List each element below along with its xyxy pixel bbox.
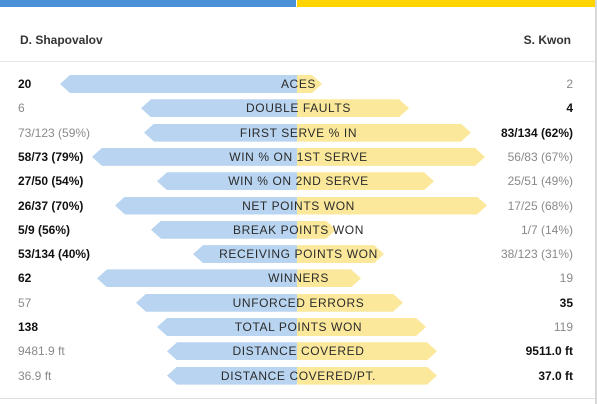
player2-stat-value: 4 (566, 101, 573, 116)
player2-stat-bar (297, 245, 384, 263)
player1-stat-value: 36.9 ft (18, 368, 52, 383)
player1-stat-value: 9481.9 ft (18, 344, 65, 359)
stat-label: UNFORCED ERRORS (232, 295, 365, 310)
header-divider (0, 61, 597, 62)
player1-color-bar (0, 0, 296, 7)
player2-stat-bar (297, 172, 434, 190)
player2-stat-value: 19 (559, 271, 573, 286)
player2-stat-value: 83/134 (62%) (500, 125, 573, 140)
player2-stat-bar (297, 148, 485, 166)
stat-row: RECEIVING POINTS WON 53/134 (40%) 38/123 (… (0, 242, 597, 266)
stat-label: WINNERS (268, 271, 329, 286)
player1-stat-value: 6 (18, 101, 25, 116)
player1-stat-value: 57 (18, 295, 32, 310)
player2-stat-value: 35 (559, 295, 573, 310)
player2-color-bar (297, 0, 597, 7)
player1-stat-bar (167, 342, 297, 361)
stat-label: FIRST SERVE % IN (239, 125, 358, 140)
player2-stat-bar (297, 124, 471, 142)
stat-row: WINNERS 62 19 (0, 266, 597, 290)
player1-stat-bar (92, 147, 297, 166)
stat-label: TOTAL POINTS WON (234, 320, 363, 334)
stat-label: WIN % ON 1ST SERVE (229, 149, 368, 164)
player1-stat-value: 73/123 (59%) (18, 125, 91, 140)
player1-stat-bar (193, 245, 297, 264)
stat-row: DISTANCE COVERED 9481.9 ft 9511.0 ft (0, 339, 597, 363)
stat-row: WIN % ON 1ST SERVE 58/73 (79%) 56/83 (67%) (0, 145, 597, 169)
player1-stat-bar (97, 269, 297, 288)
scrollbar-edge (595, 0, 597, 404)
bottom-divider (0, 398, 597, 399)
stat-row: BREAK POINTS WON 5/9 (56%) 1/7 (14%) (0, 218, 597, 242)
player1-stat-value: 62 (18, 271, 32, 286)
player2-stat-bar (297, 75, 322, 93)
player2-stat-value: 38/123 (31%) (500, 247, 573, 262)
player1-stat-value: 53/134 (40%) (18, 247, 91, 262)
player2-stat-bar (297, 342, 437, 360)
stat-row: DISTANCE COVERED/PT. 36.9 ft 37.0 ft (0, 364, 597, 388)
player2-stat-bar (297, 197, 487, 215)
player2-stat-value: 119 (553, 320, 573, 334)
player2-stat-value: 37.0 ft (538, 368, 573, 383)
player2-stat-value: 56/83 (67%) (507, 149, 573, 164)
stat-label: NET POINTS WON (242, 198, 355, 213)
player1-stat-bar (60, 75, 297, 93)
player2-stat-value: 2 (566, 77, 573, 91)
stat-label: DOUBLE FAULTS (246, 101, 351, 116)
stat-row: UNFORCED ERRORS 57 35 (0, 291, 597, 315)
stat-row: WIN % ON 2ND SERVE 27/50 (54%) 25/51 (49%) (0, 169, 597, 193)
player2-stat-bar (297, 294, 403, 312)
stat-label: WIN % ON 2ND SERVE (228, 174, 369, 189)
stat-row: TOTAL POINTS WON 138 119 (0, 315, 597, 339)
player1-stat-value: 26/37 (70%) (18, 198, 84, 213)
player2-stat-bar (297, 221, 336, 239)
player2-stat-bar (297, 269, 361, 287)
stat-row: FIRST SERVE % IN 73/123 (59%) 83/134 (62%) (0, 121, 597, 145)
stat-label: DISTANCE COVERED/PT. (220, 368, 377, 383)
stat-label: BREAK POINTS WON (233, 222, 364, 237)
player1-stat-bar (115, 196, 297, 215)
player2-name: S. Kwon (523, 33, 571, 47)
player1-name: D. Shapovalov (20, 33, 103, 47)
player1-stat-bar (167, 366, 297, 385)
player2-stat-value: 25/51 (49%) (507, 174, 573, 189)
player1-stat-value: 20 (18, 77, 32, 91)
player2-stat-bar (297, 99, 409, 117)
player2-stat-value: 17/25 (68%) (507, 198, 573, 213)
player1-stat-bar (151, 220, 297, 239)
player2-stat-bar (297, 367, 437, 385)
player2-stat-bar (297, 318, 426, 336)
player1-stat-bar (157, 318, 297, 336)
player2-stat-value: 1/7 (14%) (520, 222, 573, 237)
player1-stat-value: 27/50 (54%) (18, 174, 84, 189)
stat-row: ACES 20 2 (0, 72, 597, 96)
stat-label: ACES (280, 77, 317, 91)
stat-row: NET POINTS WON 26/37 (70%) 17/25 (68%) (0, 194, 597, 218)
player1-stat-value: 58/73 (79%) (18, 149, 84, 164)
player1-stat-bar (141, 99, 297, 118)
player2-stat-value: 9511.0 ft (525, 344, 573, 359)
player1-stat-bar (136, 293, 297, 312)
player1-stat-value: 138 (18, 320, 39, 334)
player1-stat-bar (144, 123, 297, 142)
stat-label: RECEIVING POINTS WON (219, 247, 378, 262)
player1-stat-value: 5/9 (56%) (18, 222, 71, 237)
stat-row: DOUBLE FAULTS 6 4 (0, 96, 597, 120)
stat-label: DISTANCE COVERED (232, 344, 365, 359)
player1-stat-bar (157, 172, 297, 191)
